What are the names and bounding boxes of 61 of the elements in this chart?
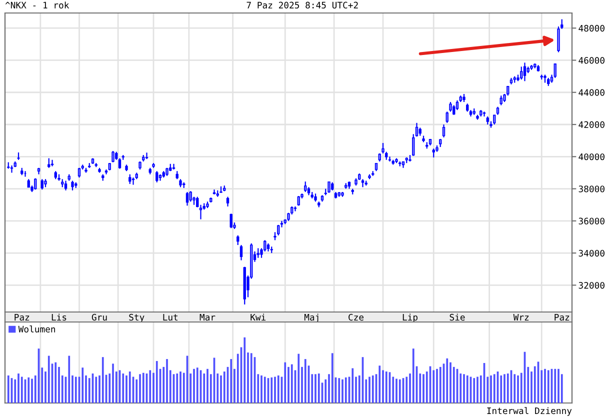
candlestick	[240, 244, 243, 261]
y-tick-label: 38000	[578, 186, 604, 192]
candlestick	[520, 66, 523, 80]
x-tick-label: Kwi	[250, 314, 266, 320]
candlestick	[40, 178, 44, 190]
candlestick	[446, 111, 448, 124]
y-tick-label: 46000	[578, 57, 604, 64]
candlestick	[452, 104, 456, 116]
candlestick	[50, 159, 54, 167]
x-tick-label: Sie	[450, 314, 465, 321]
x-tick-label: Mar	[200, 314, 216, 321]
candlestick	[212, 189, 216, 195]
candlestick	[48, 158, 50, 168]
candlestick	[172, 163, 176, 170]
y-tick-label: 40000	[578, 153, 604, 160]
candlestick	[382, 142, 384, 154]
candlestick	[388, 156, 392, 162]
candlestick	[304, 180, 307, 193]
chart-subtitle: 7 Paz 2025 8:45 UTC+2	[246, 2, 358, 8]
y-tick-label: 42000	[578, 121, 604, 128]
candlestick	[156, 170, 158, 183]
candlestick	[64, 180, 68, 191]
candlestick	[10, 164, 14, 174]
candlestick	[294, 206, 297, 212]
candlestick	[442, 124, 446, 138]
x-tick-label: Paz	[554, 314, 570, 321]
candlestick	[328, 180, 330, 194]
candlestick	[554, 62, 556, 78]
y-tick-label: 32000	[578, 282, 604, 289]
chart-title: ^NKX - 1 rok	[5, 2, 70, 8]
candlestick	[230, 213, 232, 229]
candlestick	[500, 95, 502, 106]
candlestick	[189, 190, 192, 202]
candlestick	[449, 101, 452, 112]
candlestick	[145, 152, 148, 160]
x-tick-label: Lip	[402, 314, 418, 322]
y-tick-label: 44000	[578, 89, 604, 96]
x-tick-label: Lut	[163, 314, 178, 321]
x-tick-label: Gru	[92, 314, 107, 321]
candlestick	[236, 234, 240, 246]
candlestick	[78, 167, 81, 178]
legend-label: Wolumen	[18, 326, 56, 332]
candlestick	[186, 191, 189, 206]
x-tick-label: Wrz	[513, 314, 529, 320]
candlestick	[523, 62, 526, 82]
candlestick	[112, 150, 114, 163]
candlestick	[71, 180, 74, 191]
candlestick	[128, 174, 132, 185]
x-tick-label: Lis	[52, 314, 66, 321]
x-tick-label: Paz	[14, 314, 30, 321]
x-tick-label: Cze	[348, 314, 364, 321]
candlestick	[256, 248, 260, 258]
candlestick	[277, 224, 280, 236]
candlestick	[226, 196, 230, 207]
y-tick-label: 48000	[578, 24, 604, 32]
y-tick-label: 36000	[578, 218, 604, 224]
candlestick	[132, 176, 135, 186]
candlestick	[456, 100, 459, 111]
candlestick	[482, 111, 486, 118]
y-tick-label: 34000	[578, 250, 604, 257]
text: Interwal Dzienny	[487, 407, 572, 416]
